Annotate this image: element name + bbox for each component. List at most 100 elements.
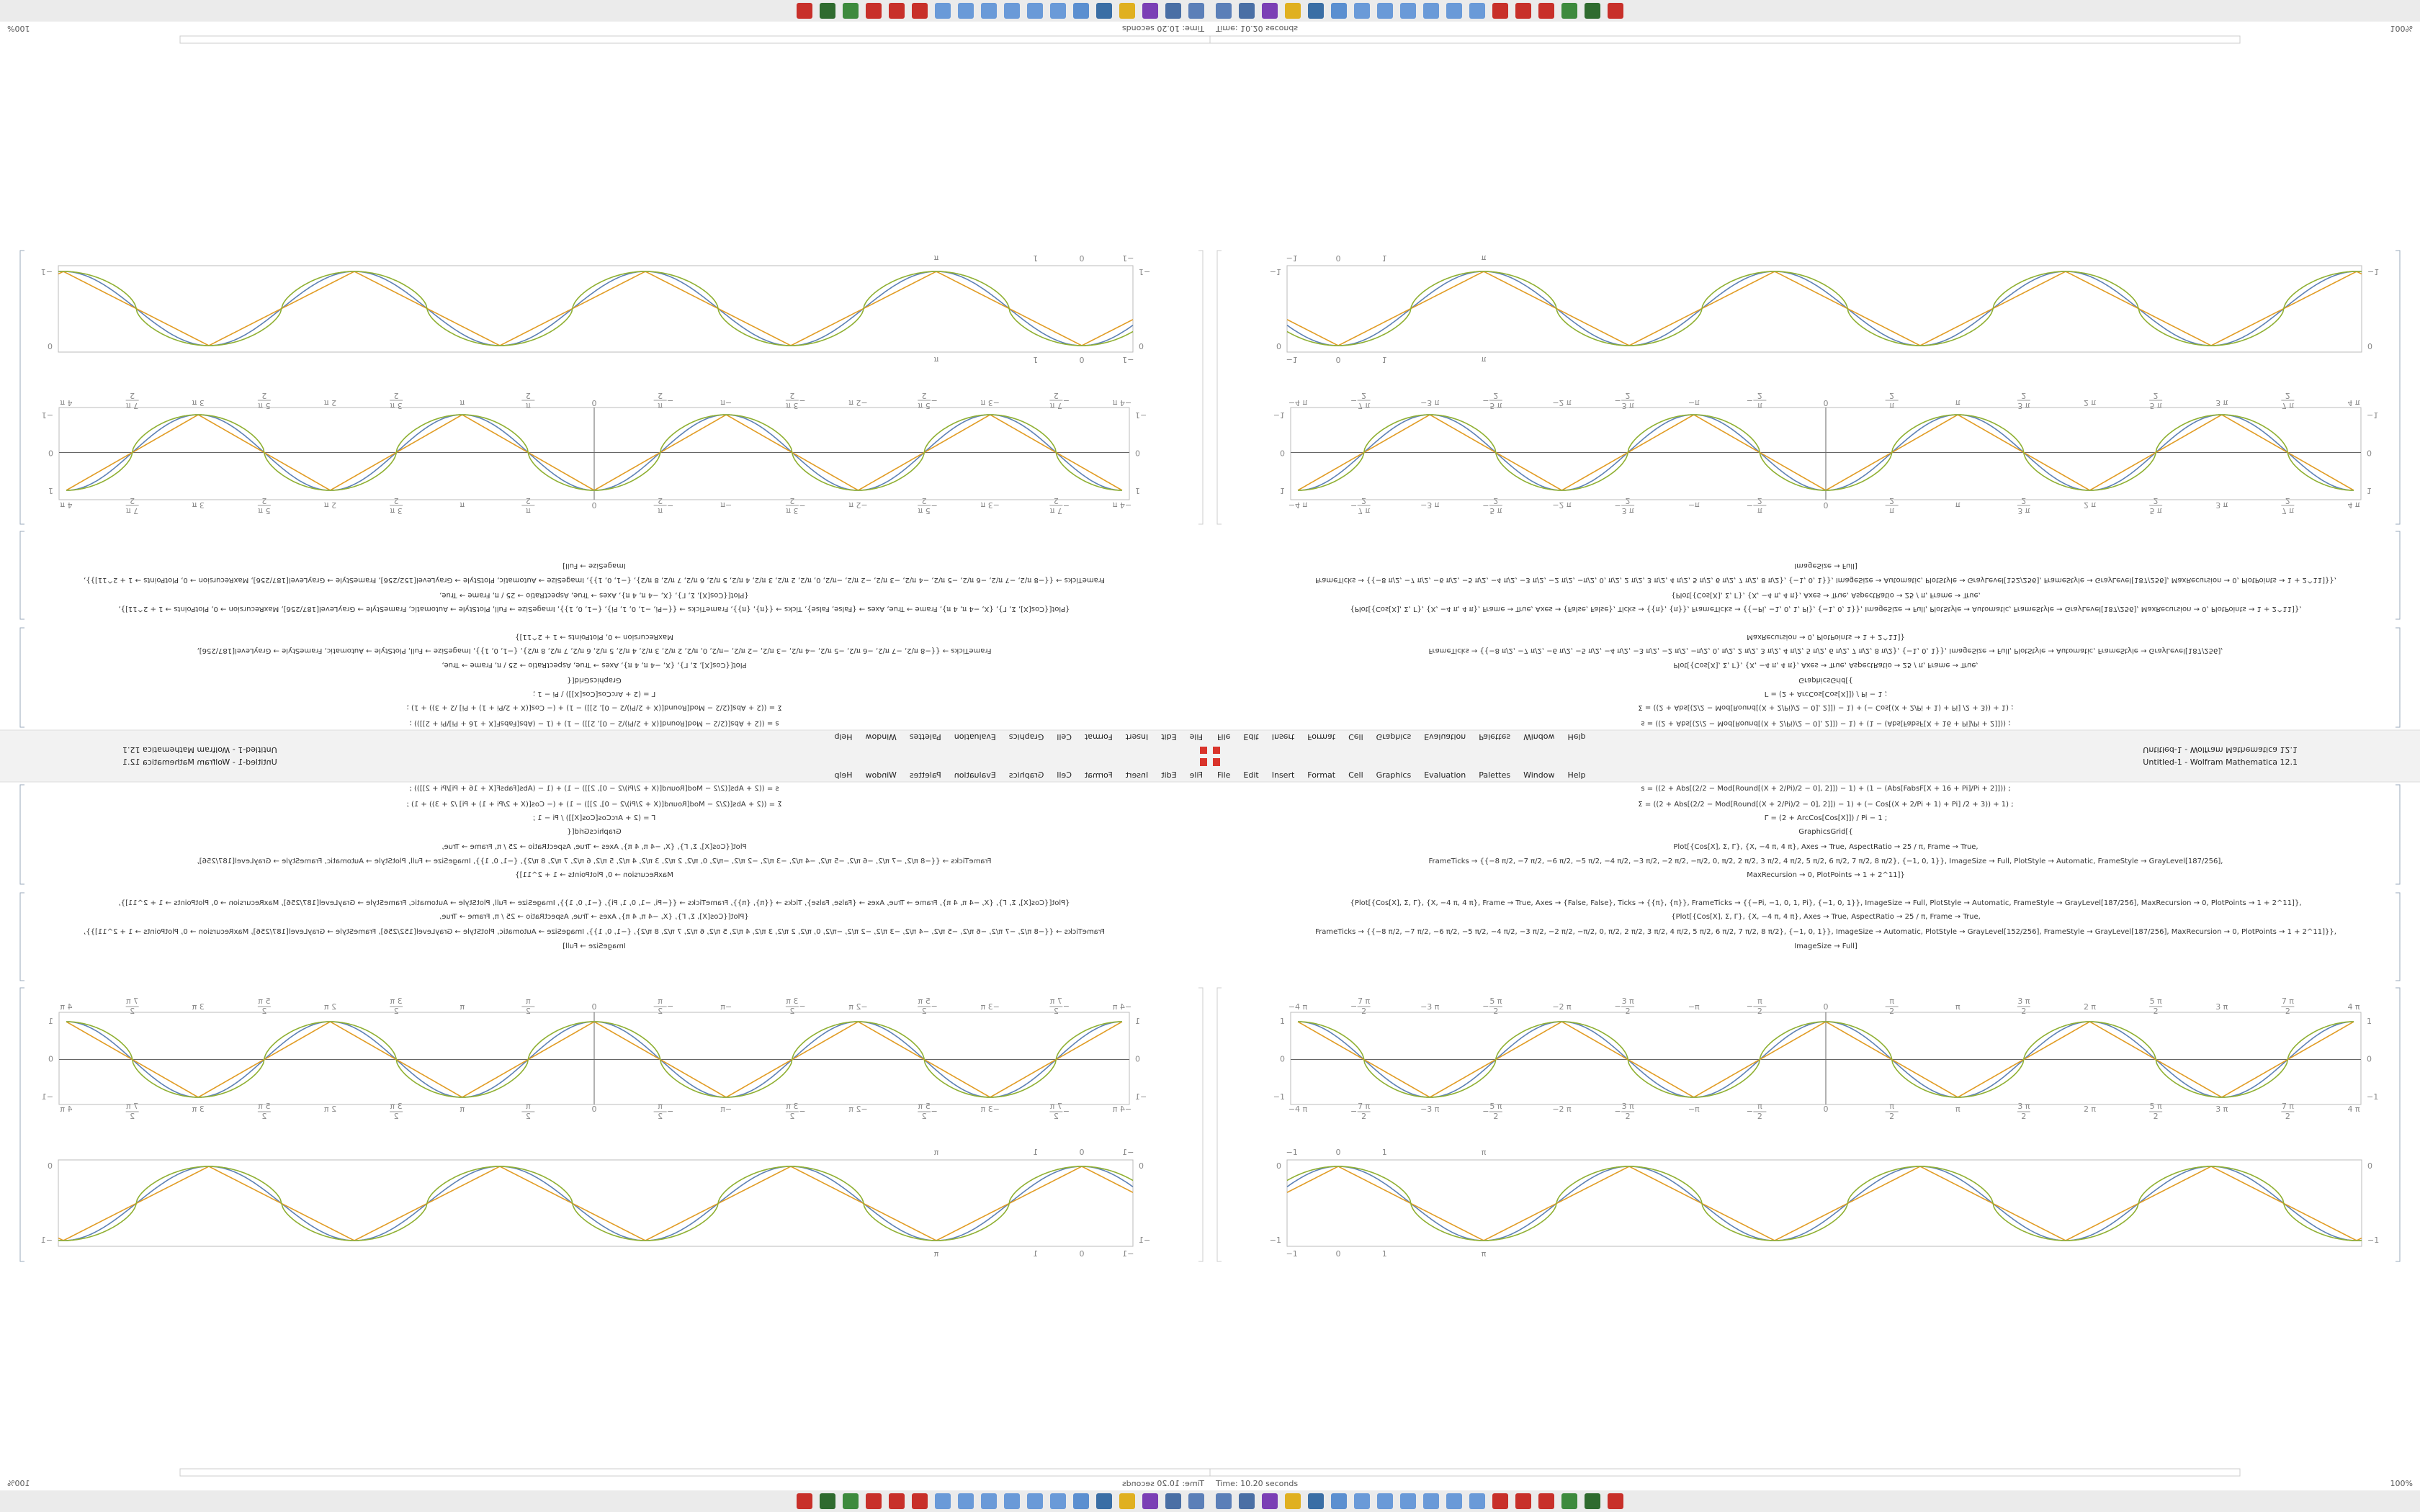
x-tick-den: 2: [1626, 1007, 1631, 1016]
output-bracket: [2396, 987, 2401, 1262]
x-tick-num: π: [1889, 1102, 1894, 1111]
code-line[interactable]: MaxRecursion → 0, PlotPoints → 1 + 2^11]…: [1747, 871, 1905, 879]
y-tick-label: −1: [1273, 1092, 1285, 1102]
taskbar-icon[interactable]: [1423, 1493, 1439, 1509]
code-line[interactable]: Γ = (2 + ArcCos[Cos[X]]) / Pi − 1 ;: [1765, 814, 1887, 822]
taskbar-icon[interactable]: [1515, 1493, 1531, 1509]
x-tick-label: 4 π: [2347, 1104, 2360, 1114]
y-tick-label: −1: [2367, 1092, 2378, 1102]
x-tick-den: 2: [1493, 1007, 1498, 1016]
x-tick-num: π: [1757, 1102, 1762, 1111]
taskbar-icon[interactable]: [1492, 1493, 1508, 1509]
x-tick-label: −3 π: [1420, 1002, 1440, 1012]
status-text: Time: 10.20 seconds: [1215, 1479, 1298, 1488]
x-tick-den: 2: [1361, 1007, 1366, 1016]
title-menu-band: [1210, 756, 2420, 782]
taskbar-icon[interactable]: [1308, 1493, 1324, 1509]
taskbar-icon[interactable]: [1585, 1493, 1600, 1509]
taskbar-icon[interactable]: [1446, 1493, 1462, 1509]
taskbar-icon[interactable]: [1216, 1493, 1232, 1509]
scrollbar[interactable]: [1209, 1468, 2241, 1477]
menu-item[interactable]: Edit: [1243, 770, 1259, 780]
x-tick-num: 3 π: [1622, 996, 1634, 1006]
code-line[interactable]: Σ = ((2 + Abs[(2/2 − Mod[Round[(X + 2/Pi…: [1638, 801, 2013, 809]
cell-bracket: [2396, 784, 2401, 885]
x-tick-den: 2: [1757, 1007, 1762, 1016]
x-tick-den: 2: [2021, 1112, 2026, 1121]
y-tick-label: 0: [1280, 1055, 1285, 1064]
x-tick-label: −1: [1286, 1148, 1298, 1157]
taskbar-icon[interactable]: [1608, 1493, 1623, 1509]
menu-item[interactable]: File: [1217, 770, 1231, 780]
x-tick-sign: −: [1615, 1002, 1621, 1011]
notebook-quadrant: Untitled-1 - Wolfram Mathematica 12.1 Fil…: [1209, 746, 2420, 1512]
output-frame: [1216, 987, 1222, 1262]
menu-item[interactable]: Insert: [1272, 770, 1295, 780]
menu-item[interactable]: Palettes: [1479, 770, 1510, 780]
taskbar-icon[interactable]: [1561, 1493, 1577, 1509]
taskbar-icon[interactable]: [1239, 1493, 1255, 1509]
x-tick-label: −3 π: [1420, 1104, 1440, 1114]
plot-curve: [1286, 1166, 2362, 1241]
x-tick-den: 2: [2021, 1007, 2026, 1016]
x-tick-num: 3 π: [1622, 1102, 1634, 1111]
x-tick-sign: −: [1615, 1107, 1621, 1116]
y-tick-label: 1: [2367, 1017, 2372, 1026]
code-line[interactable]: FrameTicks → {{−8 π/2, −7 π/2, −6 π/2, −…: [1429, 858, 2223, 865]
mirror-copy: [1209, 0, 2420, 767]
zoom-level[interactable]: 100%: [2390, 1479, 2413, 1488]
code-line[interactable]: {Plot[{Cos[X], Σ, Γ}, {X, −4 π, 4 π}, Fr…: [1350, 899, 2301, 907]
menu-item[interactable]: Format: [1307, 770, 1335, 780]
x-tick-label: 0: [1824, 1104, 1829, 1114]
x-tick-label: 3 π: [2215, 1104, 2228, 1114]
plot-curve: [1298, 1021, 2354, 1098]
taskbar-icon[interactable]: [1285, 1493, 1301, 1509]
y-tick-label: 1: [1280, 1017, 1285, 1026]
taskbar-icon[interactable]: [1538, 1493, 1554, 1509]
x-tick-label: −2 π: [1552, 1002, 1572, 1012]
x-tick-den: 2: [1889, 1007, 1894, 1016]
x-tick-sign: −: [1747, 1002, 1753, 1011]
x-tick-sign: −: [1482, 1002, 1489, 1011]
x-tick-label: π: [1955, 1002, 1960, 1012]
x-tick-sign: −: [1482, 1107, 1489, 1116]
x-tick-label: π: [1482, 1249, 1487, 1259]
menu-item[interactable]: Graphics: [1376, 770, 1412, 780]
taskbar-icon[interactable]: [1262, 1493, 1278, 1509]
x-tick-sign: −: [1350, 1107, 1357, 1116]
x-tick-den: 2: [2154, 1007, 2159, 1016]
y-tick-label: −1: [2367, 1236, 2379, 1245]
x-tick-label: −4 π: [1289, 1104, 1308, 1114]
x-tick-label: 1: [1382, 1148, 1387, 1157]
window-title: Untitled-1 - Wolfram Mathematica 12.1: [2143, 757, 2298, 767]
code-line[interactable]: Plot[{Cos[X], Σ, Γ}, {X, −4 π, 4 π}, Axe…: [1673, 843, 1978, 851]
menu-item[interactable]: Help: [1567, 770, 1585, 780]
x-tick-label: 4 π: [2347, 1002, 2360, 1012]
x-tick-num: 7 π: [1358, 1102, 1370, 1111]
taskbar-icon[interactable]: [1354, 1493, 1370, 1509]
menu-item[interactable]: Evaluation: [1424, 770, 1466, 780]
code-line[interactable]: ImageSize → Full]: [1794, 942, 1857, 950]
code-line[interactable]: GraphicsGrid[{: [1798, 828, 1852, 836]
taskbar-icon[interactable]: [1469, 1493, 1485, 1509]
x-tick-num: 7 π: [1358, 996, 1370, 1006]
x-tick-num: 5 π: [1489, 1102, 1502, 1111]
x-tick-num: 3 π: [2017, 996, 2030, 1006]
x-tick-num: 5 π: [1489, 996, 1502, 1006]
x-tick-num: 3 π: [2017, 1102, 2030, 1111]
cell-bracket: [2396, 892, 2401, 981]
plot-frame: [1286, 1159, 2362, 1247]
x-tick-num: 5 π: [2150, 996, 2162, 1006]
x-tick-label: 0: [1824, 1002, 1829, 1012]
code-line[interactable]: {Plot[{Cos[X], Σ, Γ}, {X, −4 π, 4 π}, Ax…: [1671, 913, 1981, 921]
code-line[interactable]: FrameTicks → {{−8 π/2, −7 π/2, −6 π/2, −…: [1315, 928, 2336, 936]
y-tick-label: 0: [2367, 1161, 2372, 1171]
x-tick-sign: −: [1350, 1002, 1357, 1011]
menu-item[interactable]: Window: [1523, 770, 1554, 780]
taskbar-icon[interactable]: [1400, 1493, 1416, 1509]
code-line[interactable]: s = ((2 + Abs[(2/2 − Mod[Round[(X + 2/Pi…: [1641, 785, 2010, 793]
menu-item[interactable]: Cell: [1348, 770, 1363, 780]
taskbar-icon[interactable]: [1331, 1493, 1347, 1509]
taskbar-icon[interactable]: [1377, 1493, 1393, 1509]
x-tick-label: −2 π: [1552, 1104, 1572, 1114]
